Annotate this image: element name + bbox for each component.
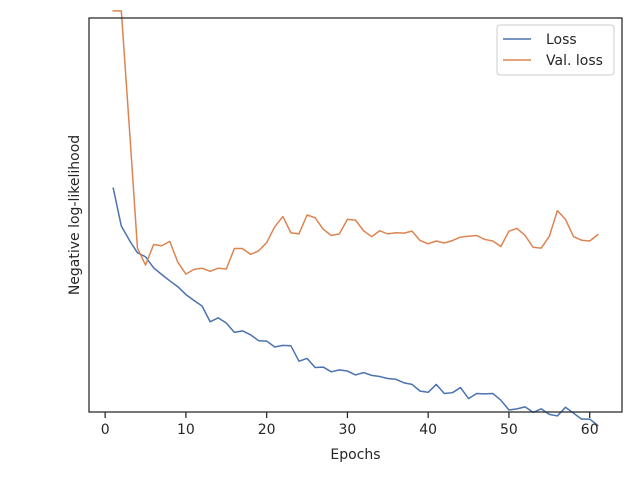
y-axis-label: Negative log-likelihood: [67, 135, 83, 295]
x-tick-label: 0: [101, 422, 110, 438]
legend: Loss Val. loss: [496, 24, 615, 76]
x-axis-ticks: 0 10 20 30 40 50 60: [101, 412, 599, 438]
legend-label-loss: Loss: [546, 32, 577, 48]
axes-frame: [88, 17, 623, 413]
legend-box: [496, 24, 615, 76]
x-tick-label: 50: [500, 422, 518, 438]
x-tick-label: 60: [581, 422, 599, 438]
x-tick-label: 20: [258, 422, 276, 438]
legend-label-val-loss: Val. loss: [546, 53, 603, 69]
x-tick-label: 30: [339, 422, 357, 438]
x-axis-label: Epochs: [330, 447, 380, 463]
plot-area: [89, 18, 622, 412]
series-line-val-loss: [112, 10, 599, 275]
series-line-loss: [112, 187, 599, 427]
x-tick-label: 10: [177, 422, 195, 438]
x-tick-label: 40: [419, 422, 437, 438]
series-layer: [112, 10, 599, 427]
